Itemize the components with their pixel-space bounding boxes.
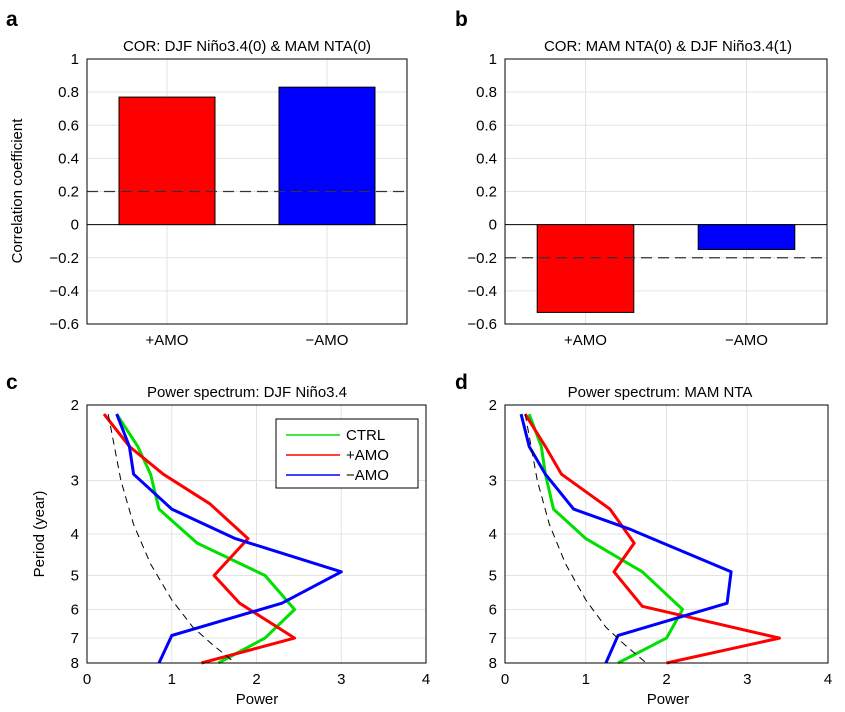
minus-amo-line (115, 413, 343, 664)
y-tick-label: 5 (489, 568, 497, 585)
y-tick-labels: 2 3 4 5 6 7 8 (71, 397, 79, 672)
y-tick-label: 0.4 (476, 150, 497, 167)
y-tick-label: 3 (71, 472, 79, 489)
axes-box (504, 404, 829, 664)
y-tick-label: 0.6 (476, 117, 497, 134)
bar-minus-amo (278, 86, 376, 226)
axes-box (86, 58, 408, 325)
panel-d: Power spectrum: MAM NTA 2 3 4 5 6 7 8 0 1 2 3 4 Po… (489, 384, 833, 708)
series-lines (102, 413, 343, 665)
panel-a: COR: DJF Niño3.4(0) & MAM NTA(0) −0.6−0.… (9, 38, 408, 349)
chart-title: Power spectrum: DJF Niño3.4 (147, 384, 347, 401)
y-tick-label: 1 (489, 51, 497, 68)
legend: CTRL +AMO −AMO (275, 418, 419, 489)
y-tick-label: −0.2 (467, 250, 497, 267)
y-tick-label: 0.8 (476, 84, 497, 101)
x-tick-label: +AMO (564, 332, 607, 349)
y-tick-labels: −0.6 −0.4 −0.2 0 0.2 0.4 0.6 0.8 1 (467, 51, 497, 333)
y-tick-label: −0.6 (467, 316, 497, 333)
x-axis-label: Power (647, 691, 690, 708)
ctrl-line (527, 413, 685, 665)
x-tick-label: +AMO (146, 332, 189, 349)
y-tick-label: −0.2 (49, 250, 79, 267)
x-tick-label: 4 (824, 671, 832, 688)
x-tick-label: 3 (337, 671, 345, 688)
y-tick-label: 0.6 (58, 117, 79, 134)
x-tick-labels: +AMO −AMO (146, 332, 349, 349)
y-axis-label: Period (year) (31, 491, 48, 578)
bar-minus-amo (697, 224, 796, 250)
panel-letter-b: b (455, 8, 468, 31)
y-tick-label: 3 (489, 472, 497, 489)
y-tick-label: 5 (71, 568, 79, 585)
panel-letter-d: d (455, 371, 468, 394)
y-tick-label: 1 (71, 51, 79, 68)
panel-letter-a: a (6, 8, 18, 31)
x-tick-label: −AMO (725, 332, 768, 349)
legend-plus-amo-label: +AMO (346, 447, 389, 464)
legend-minus-amo-label: −AMO (346, 467, 389, 484)
minus-amo-line (519, 413, 733, 664)
y-tick-label: 0 (489, 217, 497, 234)
y-tick-label: 0.4 (58, 150, 79, 167)
chart-title: COR: DJF Niño3.4(0) & MAM NTA(0) (123, 38, 371, 55)
x-tick-labels: 0 1 2 3 4 (501, 671, 832, 688)
y-tick-label: 8 (71, 655, 79, 672)
x-tick-label: 4 (422, 671, 430, 688)
y-tick-label: 0.8 (58, 84, 79, 101)
chart-title: COR: MAM NTA(0) & DJF Niño3.4(1) (544, 38, 792, 55)
panel-letter-c: c (6, 371, 18, 394)
x-tick-label: 1 (168, 671, 176, 688)
y-tick-label: 2 (489, 397, 497, 414)
y-tick-label: 7 (71, 630, 79, 647)
x-axis-label: Power (236, 691, 279, 708)
x-tick-label: 2 (662, 671, 670, 688)
bars (536, 224, 796, 313)
x-tick-label: 0 (501, 671, 509, 688)
legend-ctrl-label: CTRL (346, 427, 385, 444)
chart-title: Power spectrum: MAM NTA (568, 384, 753, 401)
series-lines (519, 413, 781, 665)
y-tick-label: −0.4 (467, 283, 497, 300)
y-tick-label: 0 (71, 217, 79, 234)
y-tick-label: 2 (71, 397, 79, 414)
y-tick-label: 6 (71, 601, 79, 618)
y-tick-label: −0.6 (49, 316, 79, 333)
plus-amo-line (102, 413, 297, 665)
y-tick-label: 6 (489, 601, 497, 618)
x-tick-label: 1 (582, 671, 590, 688)
y-tick-label: 0.2 (58, 184, 79, 201)
x-tick-label: 2 (252, 671, 260, 688)
y-tick-label: 8 (489, 655, 497, 672)
axes-box (504, 58, 828, 325)
x-tick-label: −AMO (306, 332, 349, 349)
bars (118, 86, 376, 226)
x-tick-labels: 0 1 2 3 4 (83, 671, 430, 688)
y-tick-label: 0.2 (476, 184, 497, 201)
plus-amo-line (523, 413, 781, 665)
panel-b: COR: MAM NTA(0) & DJF Niño3.4(1) −0.6−0.… (467, 38, 828, 349)
y-axis-label: Correlation coefficient (9, 118, 26, 264)
x-tick-label: 0 (83, 671, 91, 688)
y-tick-label: 7 (489, 630, 497, 647)
bar-plus-amo (536, 224, 635, 313)
y-tick-labels: 2 3 4 5 6 7 8 (489, 397, 497, 672)
red-noise-line (107, 414, 236, 664)
y-tick-label: 4 (71, 526, 79, 543)
x-tick-label: 3 (743, 671, 751, 688)
x-tick-labels: +AMO −AMO (564, 332, 768, 349)
red-noise-line (524, 414, 647, 664)
y-tick-labels: −0.6 −0.4 −0.2 0 0.2 0.4 0.6 0.8 1 (49, 51, 79, 333)
bar-plus-amo (118, 96, 216, 226)
y-tick-label: −0.4 (49, 283, 79, 300)
legend-box (275, 418, 419, 489)
axes-box (86, 404, 427, 664)
panel-c: Power spectrum: DJF Niño3.4 2 3 4 5 6 7 8 0 1 2 3… (31, 384, 430, 708)
y-tick-label: 4 (489, 526, 497, 543)
